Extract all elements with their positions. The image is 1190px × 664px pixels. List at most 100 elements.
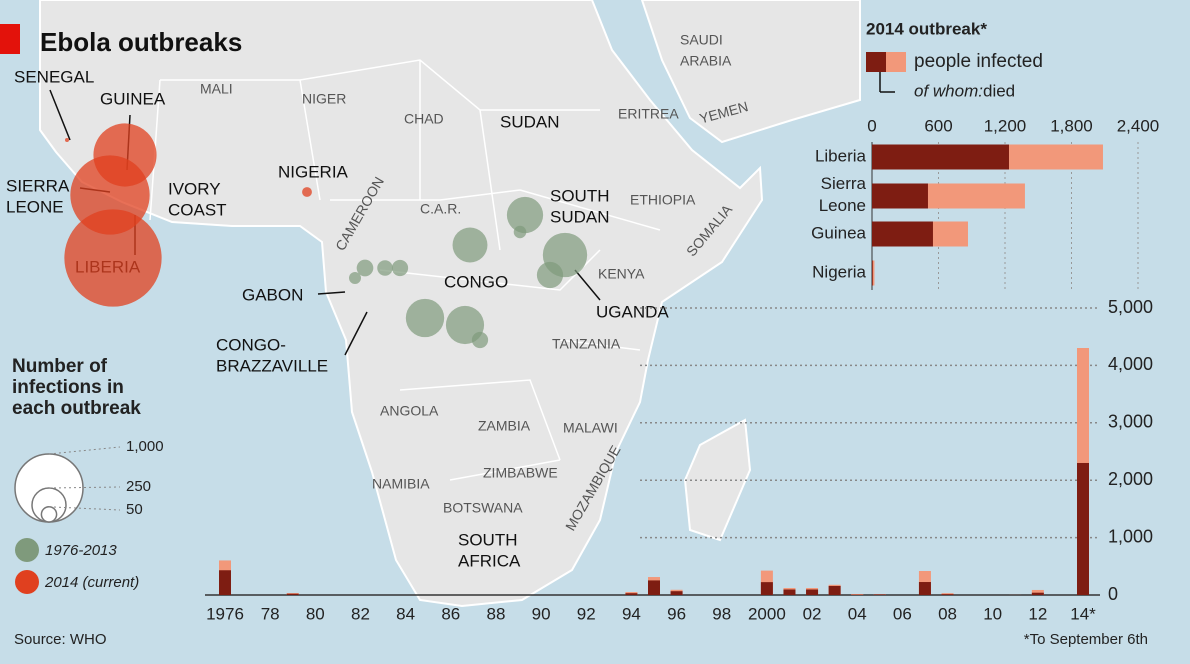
size-legend-leader — [48, 506, 121, 511]
africa — [39, 0, 764, 608]
accent-bar — [0, 24, 20, 54]
map-label: CHAD — [404, 111, 444, 127]
x-tick-label: 1,800 — [1050, 116, 1093, 135]
size-legend-label: 250 — [126, 478, 151, 495]
y-tick-label: 0 — [1108, 584, 1118, 604]
column — [760, 582, 773, 595]
x-tick-label: 600 — [924, 116, 952, 135]
column — [648, 580, 660, 595]
legend-label: people infected — [914, 51, 1043, 72]
size-legend-circle — [40, 506, 58, 523]
bar — [872, 183, 928, 209]
x-tick-label: 12 — [1028, 604, 1047, 623]
source: Source: WHO — [14, 631, 107, 648]
y-tick-label: 1,000 — [1108, 526, 1153, 546]
map-label: CONGO — [444, 272, 508, 291]
legend-label: of whom: — [914, 81, 983, 100]
column — [1077, 462, 1089, 595]
map-label: SUDAN — [500, 112, 560, 131]
map-label: NIGERIA — [278, 162, 349, 181]
title: Ebola outbreaks — [40, 27, 242, 57]
x-tick-label: 02 — [803, 604, 822, 623]
map-label: MALI — [200, 81, 233, 97]
x-tick-label: 08 — [938, 604, 957, 623]
footnote: *To September 6th — [1024, 631, 1148, 648]
map-label: IVORY — [168, 179, 221, 198]
y-tick-label: Liberia — [815, 146, 867, 165]
x-tick-label: 2,400 — [1117, 116, 1160, 135]
x-tick-label: 98 — [712, 604, 731, 623]
map-label: ZAMBIA — [478, 418, 531, 434]
column — [806, 589, 819, 595]
outbreak-bubble — [302, 187, 312, 197]
map-label: MALAWI — [563, 420, 618, 436]
map-label: UGANDA — [596, 302, 669, 321]
column — [873, 594, 886, 595]
column — [783, 589, 796, 595]
size-legend-leader — [48, 486, 121, 489]
legend-title: infections in — [12, 377, 124, 398]
column — [625, 593, 638, 595]
y-tick-label: 3,000 — [1108, 412, 1153, 432]
x-tick-label: 04 — [848, 604, 867, 623]
outbreak-bubble — [356, 259, 374, 277]
outbreak-bubble — [65, 138, 69, 142]
legend-swatch — [866, 52, 886, 72]
map-label: C.A.R. — [420, 201, 461, 217]
map-label: ZIMBABWE — [483, 465, 558, 481]
map-label: NAMIBIA — [372, 476, 430, 492]
legend-title: Number of — [12, 356, 108, 377]
x-tick-label: 94 — [622, 604, 641, 623]
bar — [872, 260, 873, 286]
outbreak-bubble — [452, 227, 488, 263]
column — [828, 585, 841, 595]
size-legend-leader — [48, 446, 121, 455]
x-tick-label: 82 — [351, 604, 370, 623]
x-tick-label: 80 — [306, 604, 325, 623]
x-tick-label: 06 — [893, 604, 912, 623]
x-tick-label: 0 — [867, 116, 876, 135]
map-label: CONGO- — [216, 335, 286, 354]
map-label: GABON — [242, 285, 303, 304]
x-tick-label: 78 — [261, 604, 280, 623]
x-tick-label: 1,200 — [984, 116, 1027, 135]
map-label: COAST — [168, 200, 227, 219]
outbreak-bubble — [513, 225, 527, 239]
x-tick-label: 88 — [486, 604, 505, 623]
y-tick-label: 4,000 — [1108, 354, 1153, 374]
outbreak-bubble — [506, 196, 544, 234]
map-label: ANGOLA — [380, 403, 439, 419]
color-legend-label: 2014 (current) — [44, 574, 139, 591]
map-label: SIERRA — [6, 176, 70, 195]
color-legend-swatch — [15, 538, 39, 562]
map-label: ETHIOPIA — [630, 192, 696, 208]
column — [286, 593, 299, 595]
outbreak-bubble — [64, 209, 162, 307]
column — [670, 591, 683, 595]
map-label: NIGER — [302, 91, 346, 107]
column — [1031, 589, 1044, 595]
map-label: ARABIA — [680, 53, 732, 69]
x-tick-label: 86 — [441, 604, 460, 623]
map-label: SUDAN — [550, 207, 610, 226]
outbreak-bubble — [349, 272, 361, 284]
size-legend-label: 1,000 — [126, 438, 164, 455]
column — [918, 582, 931, 595]
x-tick-label: 10 — [983, 604, 1002, 623]
x-tick-label: 96 — [667, 604, 686, 623]
color-legend-label: 1976-2013 — [45, 542, 117, 559]
column — [941, 594, 954, 595]
map-label: GUINEA — [100, 89, 166, 108]
bar — [872, 144, 1009, 170]
bar — [872, 260, 875, 286]
x-tick-label: 90 — [532, 604, 551, 623]
outbreak-bubble — [471, 331, 489, 349]
x-tick-label: 14* — [1070, 604, 1096, 623]
y-tick-label: Sierra Leone — [819, 174, 867, 215]
column — [941, 593, 954, 595]
x-tick-label: 84 — [396, 604, 415, 623]
y-tick-label: Guinea — [811, 223, 866, 242]
size-legend-label: 50 — [126, 501, 143, 518]
map-label: AFRICA — [458, 551, 521, 570]
